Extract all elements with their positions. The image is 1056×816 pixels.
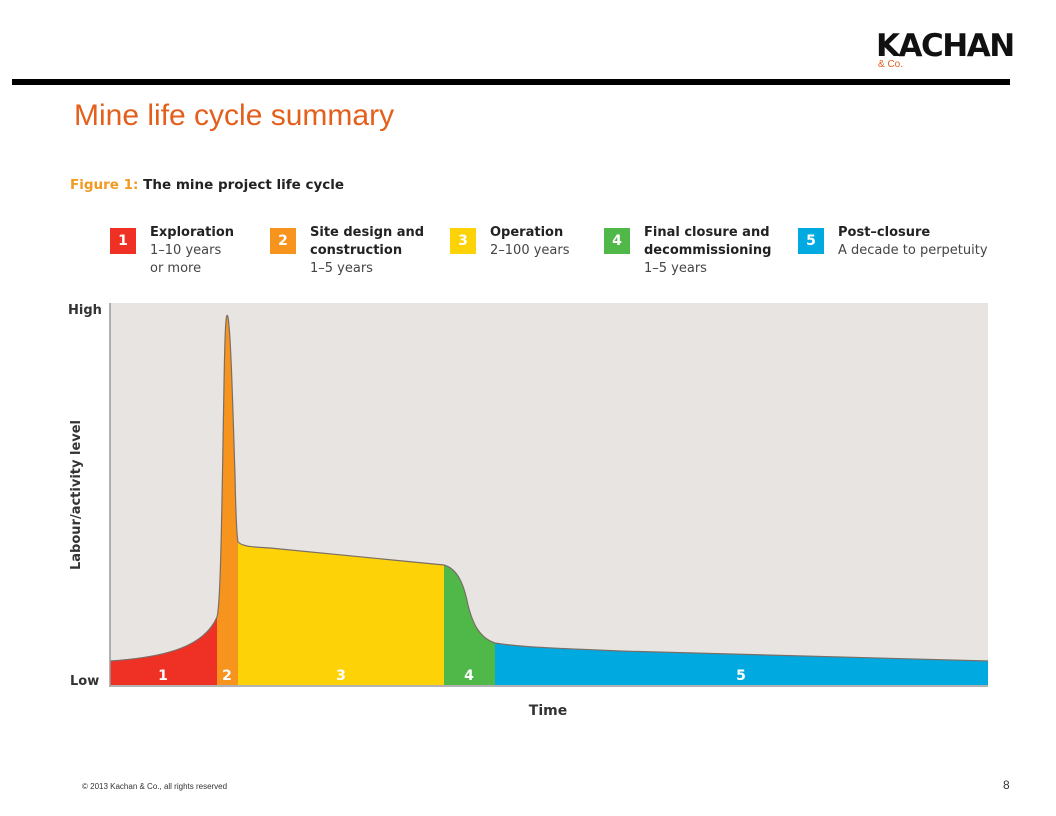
figure-caption: Figure 1: The mine project life cycle: [70, 176, 344, 194]
activity-curve: [109, 314, 989, 662]
phase-label-4: 4: [464, 668, 474, 684]
legend-number-badge: 1: [110, 228, 136, 254]
logo-subtext: & Co.: [878, 59, 904, 70]
phase-1-area: [110, 617, 217, 685]
legend-title: Site design and: [310, 225, 425, 240]
phase-3-area: [238, 542, 444, 685]
legend-title: Final closure and: [644, 225, 770, 240]
figure-caption-text: The mine project life cycle: [138, 177, 345, 193]
legend-line: decommissioning: [644, 243, 772, 258]
legend-title: Operation: [490, 225, 564, 240]
phase-label-2: 2: [222, 668, 232, 684]
y-tick-low: Low: [70, 674, 99, 689]
life-cycle-chart: 1 2 3 4 5 High Low Labour/activity level…: [68, 303, 989, 719]
legend-line: 2–100 years: [490, 243, 570, 258]
legend-line: construction: [310, 243, 403, 258]
legend-number-badge: 4: [604, 228, 630, 254]
legend-text: Operation 2–100 years: [490, 224, 570, 260]
page-number: 8: [1003, 778, 1010, 792]
legend-line: A decade to perpetuity: [838, 243, 988, 258]
legend-number-badge: 2: [270, 228, 296, 254]
footer-copyright: © 2013 Kachan & Co., all rights reserved: [82, 782, 228, 791]
y-tick-high: High: [68, 303, 102, 318]
legend-number-badge: 5: [798, 228, 824, 254]
legend-line: or more: [150, 261, 202, 276]
y-axis-label: Labour/activity level: [69, 420, 84, 570]
phase-5-area: [495, 643, 988, 685]
legend-text: Site design and construction 1–5 years: [310, 224, 424, 278]
x-axis-label: Time: [529, 703, 567, 719]
legend-text: Final closure and decommissioning 1–5 ye…: [644, 224, 771, 278]
legend-title: Post–closure: [838, 225, 931, 240]
legend-text: Exploration 1–10 years or more: [150, 224, 234, 278]
legend-line: 1–10 years: [150, 243, 222, 258]
page-title: Mine life cycle summary: [74, 99, 395, 132]
legend-line: 1–5 years: [310, 261, 373, 276]
legend-title: Exploration: [150, 225, 234, 240]
header-divider: [12, 79, 1010, 85]
logo-wordmark: KACHAN: [876, 28, 1015, 64]
legend-text: Post–closure A decade to perpetuity: [838, 224, 988, 260]
figure-caption-lead: Figure 1:: [70, 177, 139, 193]
phase-label-5: 5: [736, 668, 746, 684]
legend-line: 1–5 years: [644, 261, 707, 276]
phase-label-3: 3: [336, 668, 346, 684]
legend-number-badge: 3: [450, 228, 476, 254]
kachan-logo: KACHAN & Co.: [876, 28, 1016, 78]
phase-label-1: 1: [158, 668, 168, 684]
phase-4-area: [444, 565, 495, 685]
